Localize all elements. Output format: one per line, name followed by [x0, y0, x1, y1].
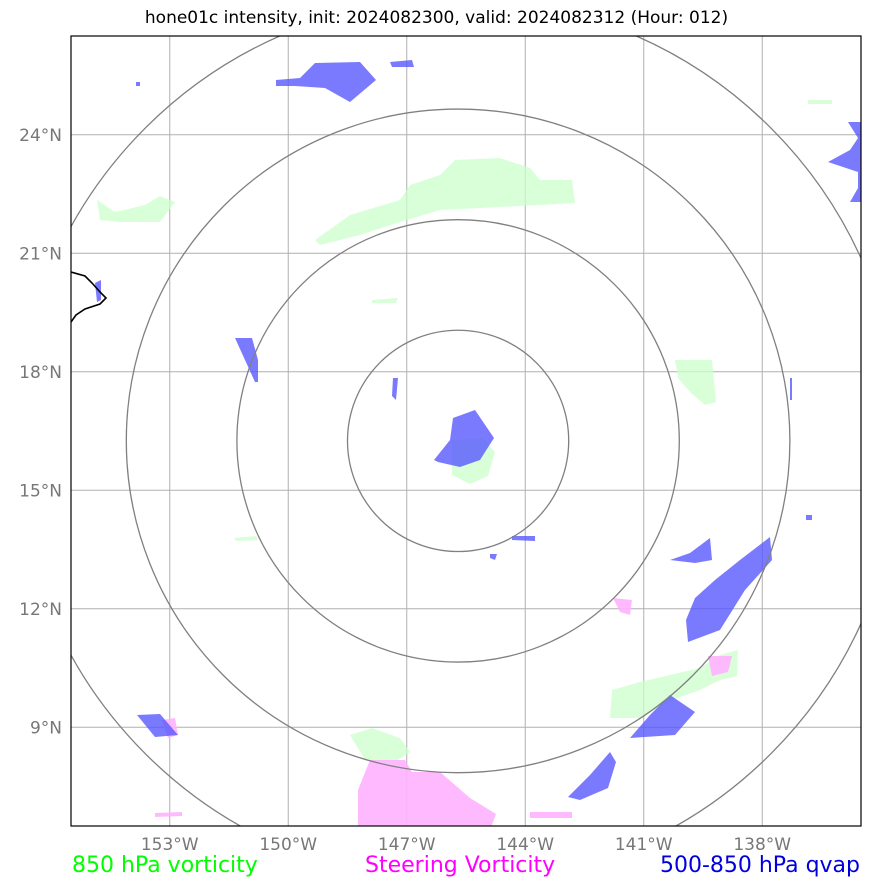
qvap-patch [686, 537, 772, 642]
range-ring [236, 219, 680, 663]
vorticity-patch [315, 158, 575, 245]
qvap-patch [276, 62, 376, 102]
axes-frame [70, 35, 862, 827]
range-ring [125, 108, 791, 774]
qvap-patch [512, 536, 535, 541]
longitude-tick-label: 147°W [378, 835, 436, 855]
latitude-tick-label: 18°N [19, 363, 62, 383]
qvap-patch [137, 714, 178, 737]
longitude-tick-label: 153°W [141, 835, 199, 855]
range-rings [71, 36, 861, 826]
longitude-tick-label: 141°W [615, 835, 673, 855]
range-ring [71, 36, 861, 826]
latitude-tick-label: 12°N [19, 600, 62, 620]
latitude-tick-label: 15°N [19, 481, 62, 501]
vorticity-patch [808, 100, 832, 104]
qvap-patch [392, 378, 398, 400]
vorticity-patch [675, 360, 716, 405]
qvap-patch [828, 122, 861, 202]
coastline [71, 271, 108, 323]
vorticity-patch [97, 196, 175, 222]
steering-patch [155, 812, 182, 817]
range-ring [346, 329, 570, 553]
latitude-tick-label: 9°N [30, 718, 62, 738]
longitude-tick-label: 138°W [733, 835, 791, 855]
qvap-patch [390, 60, 414, 67]
vorticity-patch [234, 536, 258, 541]
longitude-tick-labels: 153°W 150°W 147°W 144°W 141°W 138°W [141, 835, 791, 855]
steering-patch [613, 598, 632, 615]
legend-850-vorticity: 850 hPa vorticity [72, 853, 258, 878]
legend-steering-vorticity: Steering Vorticity [365, 853, 556, 878]
qvap-patch [670, 538, 712, 563]
steering-patch [358, 760, 496, 826]
longitude-tick-label: 144°W [496, 835, 554, 855]
longitude-tick-label: 150°W [259, 835, 317, 855]
latitude-tick-label: 24°N [19, 126, 62, 146]
qvap-patch [136, 82, 140, 86]
steering-patch [708, 656, 732, 676]
qvap-patch [806, 515, 812, 520]
qvap-patch [568, 752, 616, 800]
qvap-patch [790, 378, 792, 400]
qvap-patch [434, 410, 494, 467]
qvap-patch [630, 695, 695, 738]
latitude-tick-label: 21°N [19, 244, 62, 264]
qvap-shading [95, 60, 861, 800]
steering-patch [530, 812, 572, 818]
qvap-patch [490, 554, 497, 560]
vorticity-patch [610, 650, 738, 718]
chart-title: hone01c intensity, init: 2024082300, val… [144, 8, 729, 28]
legend-qvap: 500-850 hPa qvap [659, 853, 860, 878]
vorticity-patch [372, 298, 398, 303]
qvap-patch [95, 280, 101, 302]
qvap-patch [235, 338, 258, 382]
latitude-tick-labels: 24°N 21°N 18°N 15°N 12°N 9°N [19, 126, 62, 739]
vorticity-patch [350, 728, 410, 762]
